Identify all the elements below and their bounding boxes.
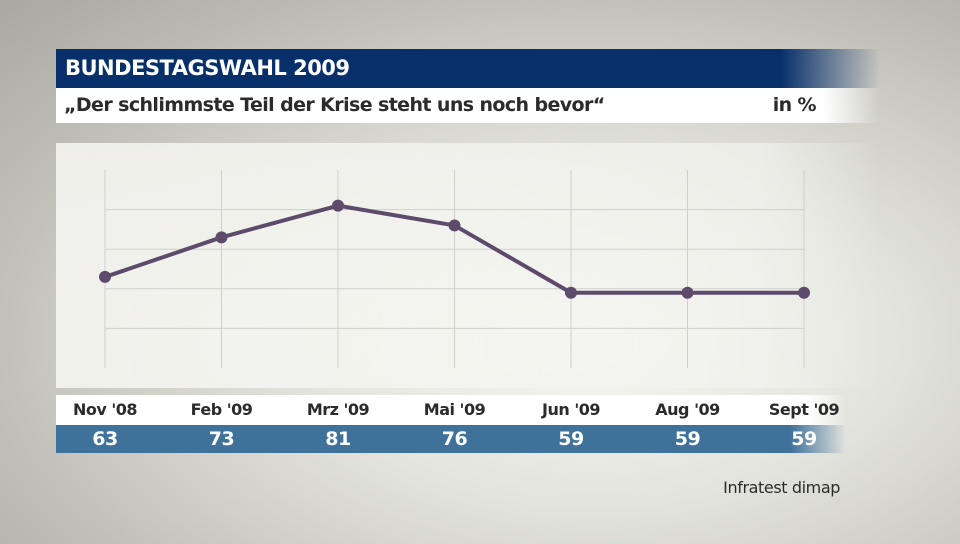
category-label: Mai '09 xyxy=(423,400,486,419)
data-point xyxy=(215,231,228,244)
data-point xyxy=(332,199,344,212)
plot-panel xyxy=(56,143,880,388)
value-label: 73 xyxy=(208,428,235,450)
category-label: Nov '08 xyxy=(72,400,138,419)
data-point xyxy=(99,270,111,283)
value-label: 59 xyxy=(791,428,817,450)
data-point xyxy=(798,286,810,299)
category-label: Sept '09 xyxy=(768,400,840,419)
value-label: 59 xyxy=(558,428,584,450)
data-point xyxy=(565,286,577,299)
value-label: 63 xyxy=(92,428,118,450)
category-label: Aug '09 xyxy=(655,400,720,419)
category-labels: Nov '08 Feb '09 Mrz '09 Mai '09 Jun '09 Aug '… xyxy=(56,395,846,425)
data-point xyxy=(448,219,461,232)
data-point xyxy=(681,286,694,299)
source-label: Infratest dimap xyxy=(723,478,840,497)
chart-title: BUNDESTAGSWAHL 2009 xyxy=(56,49,880,88)
category-label: Mrz '09 xyxy=(306,400,370,419)
category-label: Feb '09 xyxy=(190,400,253,419)
value-label: 76 xyxy=(441,428,468,450)
value-labels: 63 73 81 76 59 59 59 xyxy=(56,425,846,453)
subtitle-text: „Der schlimmste Teil der Krise steht uns… xyxy=(64,94,605,116)
chart-subtitle: „Der schlimmste Teil der Krise steht uns… xyxy=(56,88,880,123)
category-label: Jun '09 xyxy=(542,400,600,419)
unit-label: in % xyxy=(772,94,817,116)
value-label: 59 xyxy=(674,428,701,450)
value-label: 81 xyxy=(325,428,351,450)
